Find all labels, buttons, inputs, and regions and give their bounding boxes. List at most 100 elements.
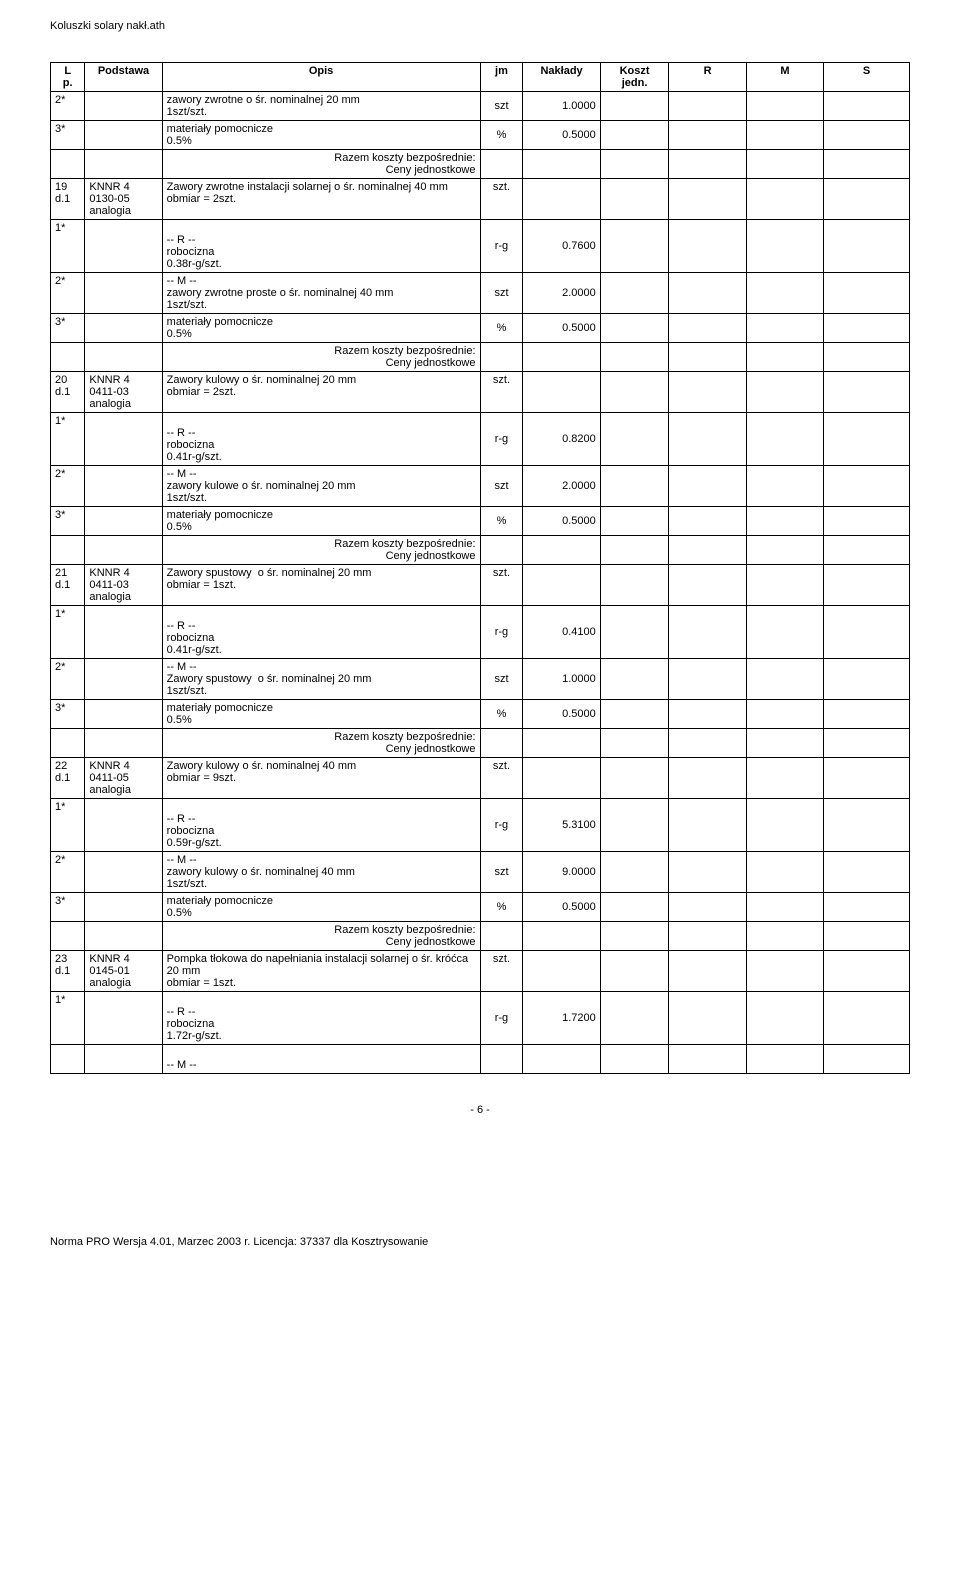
cell-opis: Zawory spustowy o śr. nominalnej 20 mm o… <box>162 565 480 606</box>
cell-s <box>824 121 910 150</box>
cell-m <box>746 659 823 700</box>
cell-jm: szt <box>480 852 523 893</box>
cell-m <box>746 92 823 121</box>
cell-m <box>746 121 823 150</box>
cell-jm <box>480 150 523 179</box>
cell-pod: KNNR 4 0411-03 analogia <box>85 565 162 606</box>
cell-nak <box>523 179 600 220</box>
cell-s <box>824 150 910 179</box>
table-row: 23 d.1KNNR 4 0145-01 analogiaPompka tłok… <box>51 951 910 992</box>
cell-pod <box>85 893 162 922</box>
cell-s <box>824 606 910 659</box>
cell-koszt <box>600 799 669 852</box>
cell-lp: 23 d.1 <box>51 951 85 992</box>
cell-lp: 2* <box>51 852 85 893</box>
cell-pod <box>85 536 162 565</box>
cell-koszt <box>600 992 669 1045</box>
cell-nak: 0.5000 <box>523 893 600 922</box>
table-row: Razem koszty bezpośrednie: Ceny jednostk… <box>51 536 910 565</box>
cell-opis: -- R -- robocizna 0.41r-g/szt. <box>162 413 480 466</box>
table-row: 22 d.1KNNR 4 0411-05 analogiaZawory kulo… <box>51 758 910 799</box>
cell-opis: Razem koszty bezpośrednie: Ceny jednostk… <box>162 922 480 951</box>
cell-nak: 0.5000 <box>523 314 600 343</box>
cell-m <box>746 343 823 372</box>
cell-s <box>824 922 910 951</box>
col-koszt: Koszt jedn. <box>600 63 669 92</box>
cell-lp: 3* <box>51 700 85 729</box>
cell-koszt <box>600 273 669 314</box>
cell-pod <box>85 700 162 729</box>
cell-lp: 3* <box>51 314 85 343</box>
cell-opis: materiały pomocnicze 0.5% <box>162 893 480 922</box>
cell-nak: 1.7200 <box>523 992 600 1045</box>
table-row: 1*-- R -- robocizna 1.72r-g/szt.r-g1.720… <box>51 992 910 1045</box>
cell-opis: Razem koszty bezpośrednie: Ceny jednostk… <box>162 150 480 179</box>
cell-m <box>746 992 823 1045</box>
col-r: R <box>669 63 746 92</box>
cell-opis: materiały pomocnicze 0.5% <box>162 507 480 536</box>
cell-r <box>669 121 746 150</box>
doc-header: Koluszki solary nakł.ath <box>50 20 910 32</box>
cell-nak: 0.4100 <box>523 606 600 659</box>
cell-koszt <box>600 700 669 729</box>
cell-pod <box>85 343 162 372</box>
table-row: 1*-- R -- robocizna 0.41r-g/szt.r-g0.410… <box>51 606 910 659</box>
cell-jm: szt <box>480 466 523 507</box>
cell-koszt <box>600 565 669 606</box>
cell-r <box>669 1045 746 1074</box>
cell-lp: 1* <box>51 992 85 1045</box>
cell-lp <box>51 729 85 758</box>
cell-s <box>824 372 910 413</box>
cell-r <box>669 466 746 507</box>
cell-s <box>824 700 910 729</box>
cell-r <box>669 273 746 314</box>
cell-pod <box>85 992 162 1045</box>
cell-jm: szt <box>480 92 523 121</box>
col-lp: L p. <box>51 63 85 92</box>
cost-table: L p. Podstawa Opis jm Nakłady Koszt jedn… <box>50 62 910 1074</box>
cell-s <box>824 799 910 852</box>
cell-pod <box>85 1045 162 1074</box>
cell-jm <box>480 536 523 565</box>
cell-r <box>669 413 746 466</box>
cell-r <box>669 659 746 700</box>
table-row: 2*-- M -- Zawory spustowy o śr. nominaln… <box>51 659 910 700</box>
cell-jm <box>480 922 523 951</box>
cell-koszt <box>600 413 669 466</box>
cell-pod: KNNR 4 0145-01 analogia <box>85 951 162 992</box>
cell-koszt <box>600 951 669 992</box>
cell-s <box>824 992 910 1045</box>
cell-m <box>746 273 823 314</box>
cell-pod <box>85 220 162 273</box>
cell-jm <box>480 1045 523 1074</box>
cell-m <box>746 799 823 852</box>
cell-koszt <box>600 1045 669 1074</box>
col-nak: Nakłady <box>523 63 600 92</box>
cell-jm: szt <box>480 659 523 700</box>
cell-pod <box>85 659 162 700</box>
cell-pod <box>85 150 162 179</box>
cell-nak <box>523 372 600 413</box>
cell-koszt <box>600 659 669 700</box>
cell-s <box>824 92 910 121</box>
cell-opis: materiały pomocnicze 0.5% <box>162 700 480 729</box>
cell-nak: 0.5000 <box>523 507 600 536</box>
cell-jm: szt. <box>480 565 523 606</box>
cell-s <box>824 659 910 700</box>
cell-lp: 21 d.1 <box>51 565 85 606</box>
footer-license: Norma PRO Wersja 4.01, Marzec 2003 r. Li… <box>50 1236 910 1248</box>
col-jm: jm <box>480 63 523 92</box>
cell-s <box>824 507 910 536</box>
table-row: 1*-- R -- robocizna 0.59r-g/szt.r-g5.310… <box>51 799 910 852</box>
cell-lp <box>51 150 85 179</box>
cell-r <box>669 606 746 659</box>
cell-s <box>824 179 910 220</box>
cell-nak: 0.5000 <box>523 700 600 729</box>
cell-lp <box>51 922 85 951</box>
cell-opis: -- M -- zawory zwrotne proste o śr. nomi… <box>162 273 480 314</box>
cell-r <box>669 758 746 799</box>
cell-koszt <box>600 758 669 799</box>
cell-jm <box>480 729 523 758</box>
cell-s <box>824 273 910 314</box>
cell-pod <box>85 413 162 466</box>
